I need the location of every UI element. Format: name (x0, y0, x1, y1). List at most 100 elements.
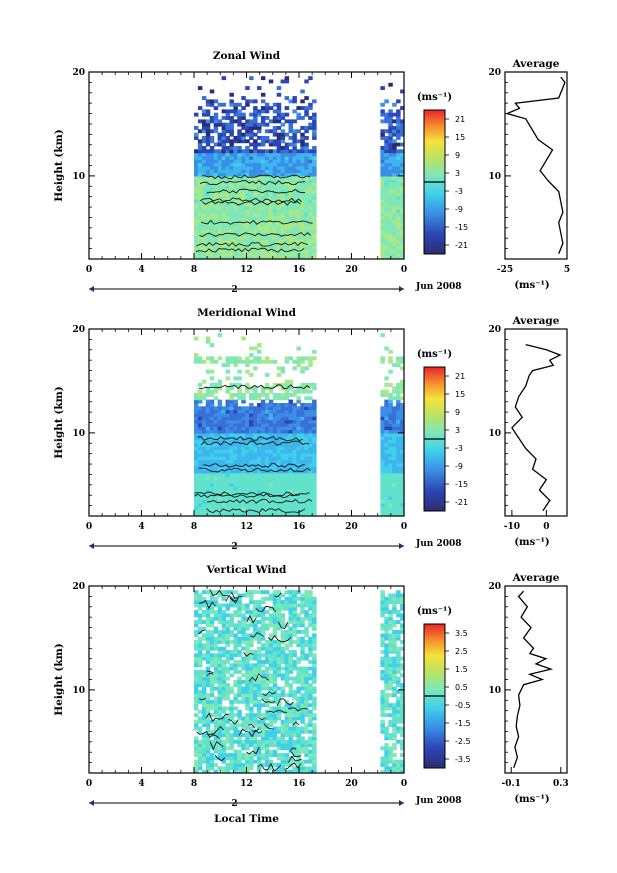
heatmap-cell (392, 446, 397, 451)
heatmap-cell (396, 476, 401, 480)
heatmap-cell (197, 693, 203, 698)
heatmap-cell (253, 396, 258, 401)
heatmap-cell (229, 116, 234, 120)
heatmap-cell (284, 249, 290, 253)
heatmap-cell (213, 596, 219, 601)
heatmap-cell (312, 245, 317, 250)
heatmap-cell (201, 733, 207, 737)
heatmap-cell (249, 432, 254, 437)
heatmap-cell (237, 679, 242, 684)
heatmap-cell (380, 436, 385, 441)
heatmap-cell (280, 449, 286, 454)
heatmap-cell (209, 743, 215, 747)
heatmap-cell (396, 209, 401, 213)
heatmap-cell (213, 446, 219, 451)
heatmap-cell (392, 102, 397, 107)
heatmap-cell (260, 432, 266, 437)
heatmap-cell (241, 620, 246, 624)
heatmap-cell (241, 502, 246, 507)
heatmap-cell (194, 502, 199, 507)
heatmap-cell (312, 255, 317, 260)
heatmap-cell (388, 452, 393, 457)
heatmap-cell (284, 653, 290, 658)
heatmap-cell (396, 442, 401, 447)
heatmap-cell (308, 759, 313, 764)
heatmap-cell (384, 660, 389, 664)
heatmap-cell (229, 252, 234, 257)
heatmap-cell (221, 189, 227, 194)
heatmap-cell (384, 699, 389, 704)
heatmap-cell (396, 219, 401, 223)
heatmap-cell (276, 623, 282, 628)
heatmap-cell (280, 469, 286, 474)
heatmap-cell (221, 696, 227, 701)
heatmap-cell (194, 399, 199, 404)
heatmap-cell (312, 165, 317, 170)
heatmap-cell (392, 726, 397, 731)
profile-x-tick-label: -10 (504, 522, 520, 532)
heatmap-cell (229, 222, 234, 227)
heatmap-cell (197, 429, 203, 434)
heatmap-cell (312, 696, 317, 701)
heatmap-cell (257, 502, 262, 507)
heatmap-cell (201, 673, 207, 678)
heatmap-cell (194, 486, 199, 490)
heatmap-cell (304, 676, 309, 681)
heatmap-cell (237, 663, 242, 668)
heatmap-cell (380, 86, 385, 90)
heatmap-cell (300, 749, 305, 754)
heatmap-cell (194, 472, 199, 477)
heatmap-cell (245, 159, 250, 164)
heatmap-cell (312, 486, 317, 490)
heatmap-cell (388, 195, 393, 200)
heatmap-cell (308, 696, 313, 701)
heatmap-cell (312, 492, 317, 497)
heatmap-cell (392, 499, 397, 504)
heatmap-cell (205, 165, 211, 170)
heatmap-cell (384, 509, 389, 514)
heatmap-cell (260, 116, 266, 120)
heatmap-cell (284, 172, 290, 177)
heatmap-cell (197, 446, 203, 451)
heatmap-cell (237, 676, 242, 681)
heatmap-cell (388, 660, 393, 664)
profile-title: Average (512, 58, 560, 70)
heatmap-cell (280, 225, 286, 230)
heatmap-cell (229, 756, 234, 761)
heatmap-cell (194, 406, 199, 411)
heatmap-cell (380, 195, 385, 200)
heatmap-cell (272, 255, 278, 260)
heatmap-cell (312, 449, 317, 454)
heatmap-cell (380, 406, 385, 411)
heatmap-cell (197, 613, 203, 618)
colorbar-tick-label: 21 (455, 372, 465, 381)
heatmap-cell (304, 232, 309, 237)
heatmap-cell (288, 736, 293, 741)
heatmap-cell (264, 660, 270, 664)
heatmap-cell (276, 165, 282, 170)
heatmap-cell (233, 693, 238, 698)
heatmap-cell (264, 215, 270, 220)
heatmap-cell (233, 112, 238, 117)
heatmap-cell (308, 716, 313, 721)
heatmap-cell (209, 239, 215, 243)
heatmap-cell (221, 162, 227, 167)
heatmap-cell (292, 129, 297, 134)
heatmap-cell (396, 132, 401, 137)
heatmap-cell (217, 749, 223, 754)
heatmap-cell (276, 185, 282, 190)
heatmap-cell (392, 406, 397, 411)
heatmap-cell (400, 462, 405, 467)
heatmap-cell (312, 199, 317, 204)
heatmap-cell (304, 96, 309, 100)
heatmap-cell (217, 603, 223, 608)
heatmap-cell (280, 215, 286, 220)
heatmap-cell (213, 419, 219, 424)
heatmap-cell (384, 432, 389, 437)
heatmap-cell (194, 446, 199, 451)
heatmap-cell (201, 122, 207, 127)
heatmap-cell (280, 693, 286, 698)
heatmap-cell (312, 185, 317, 190)
contour-line (255, 605, 277, 613)
heatmap-cell (272, 656, 278, 661)
